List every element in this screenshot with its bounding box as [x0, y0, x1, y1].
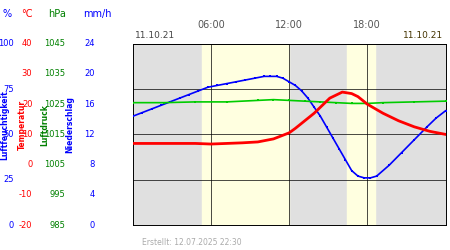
Text: 25: 25 — [3, 175, 14, 184]
Text: 40: 40 — [22, 39, 32, 48]
Text: 1015: 1015 — [44, 130, 65, 139]
Text: 30: 30 — [22, 70, 32, 78]
Text: 100: 100 — [0, 39, 14, 48]
Text: mm/h: mm/h — [83, 9, 112, 19]
Text: Temperatur: Temperatur — [18, 100, 27, 150]
Text: 985: 985 — [50, 220, 65, 230]
Text: Niederschlag: Niederschlag — [65, 96, 74, 154]
Text: 24: 24 — [84, 39, 94, 48]
Text: 20: 20 — [22, 100, 32, 109]
Text: 11.10.21: 11.10.21 — [135, 31, 175, 40]
Text: 1045: 1045 — [44, 39, 65, 48]
Text: 06:00: 06:00 — [197, 20, 225, 30]
Text: 50: 50 — [3, 130, 14, 139]
Text: 18:00: 18:00 — [353, 20, 381, 30]
Text: 0: 0 — [8, 220, 14, 230]
Bar — [347, 44, 375, 225]
Text: -10: -10 — [19, 190, 32, 199]
Text: Erstellt: 12.07.2025 22:30: Erstellt: 12.07.2025 22:30 — [142, 238, 241, 247]
Text: 12:00: 12:00 — [275, 20, 303, 30]
Text: 0: 0 — [27, 160, 32, 169]
Text: %: % — [2, 9, 11, 19]
Text: 16: 16 — [84, 100, 94, 109]
Text: 4: 4 — [89, 190, 94, 199]
Text: hPa: hPa — [49, 9, 67, 19]
Text: 10: 10 — [22, 130, 32, 139]
Text: -20: -20 — [19, 220, 32, 230]
Bar — [202, 44, 289, 225]
Text: 11.10.21: 11.10.21 — [403, 31, 443, 40]
Text: Luftdruck: Luftdruck — [40, 104, 50, 146]
Text: 1025: 1025 — [44, 100, 65, 109]
Text: 995: 995 — [50, 190, 65, 199]
Text: 0: 0 — [89, 220, 94, 230]
Text: 12: 12 — [84, 130, 94, 139]
Text: 1005: 1005 — [44, 160, 65, 169]
Text: Luftfeuchtigkeit: Luftfeuchtigkeit — [0, 90, 9, 160]
Text: 20: 20 — [84, 70, 94, 78]
Text: 1035: 1035 — [44, 70, 65, 78]
Text: 75: 75 — [3, 84, 14, 94]
Text: °C: °C — [22, 9, 33, 19]
Text: 8: 8 — [89, 160, 94, 169]
